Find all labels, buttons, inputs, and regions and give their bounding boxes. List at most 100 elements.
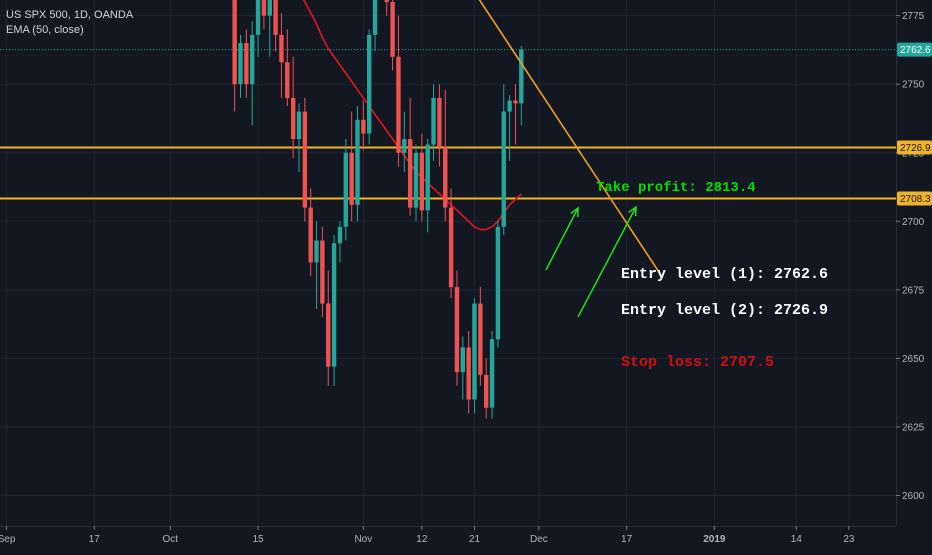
candle-bull (495, 226, 501, 340)
arrow-entry-1-head (570, 206, 579, 218)
candle-bear (454, 287, 460, 373)
candle-bear (484, 374, 489, 408)
candle-bear (513, 100, 518, 104)
entry-level-1-label: Entry level (1): 2762.6 (621, 266, 828, 283)
horizontal-levels (0, 49, 896, 200)
candle-bear (396, 56, 401, 153)
time-tick-label: 2019 (703, 534, 726, 545)
candle-bear (320, 240, 325, 304)
time-tick-label: 14 (791, 534, 803, 545)
candle-bull (267, 0, 272, 16)
candle-bull (372, 0, 378, 35)
arrow-entry-2-head (628, 205, 637, 217)
candle-bear (407, 139, 413, 208)
candle-bull (337, 226, 343, 244)
candle-bull (314, 240, 319, 263)
time-tick-label: 17 (89, 534, 101, 545)
candle-bull (343, 152, 348, 227)
time-tick-label: Nov (354, 534, 372, 545)
price-tag-box (897, 191, 932, 206)
candle-bull (519, 49, 524, 104)
candle-bull (331, 243, 337, 367)
price-tick-label: 2625 (902, 422, 925, 433)
time-tick-label: 17 (621, 534, 633, 545)
price-tag-box (897, 140, 932, 155)
candle-bear (302, 111, 308, 208)
chart-legend: US SPX 500, 1D, OANDA EMA (50, close) (6, 8, 133, 38)
candle-bull (425, 144, 430, 211)
candle-bull (431, 97, 436, 145)
candle-bear (384, 0, 389, 2)
time-axis: Sep 17 Oct 15 Nov 12 21 Dec 17 2019 14 23 (0, 526, 932, 550)
candle-bear (232, 0, 237, 85)
candle-bear (308, 207, 313, 263)
candle-bear (361, 119, 366, 134)
price-tick-label: 2700 (902, 217, 925, 228)
time-tick-label: 21 (469, 534, 481, 545)
annotations: Take profit: 2813.4 Entry level (1): 276… (596, 180, 828, 371)
drawings (478, 0, 663, 318)
ema-line (302, 0, 522, 231)
price-tag-label: 2762.6 (900, 45, 931, 56)
time-tick-label: 15 (252, 534, 264, 545)
time-tick-label: Sep (0, 534, 16, 545)
candle-bear (326, 303, 331, 367)
candle-bear (419, 152, 425, 211)
indicator-title: EMA (50, close) (6, 24, 84, 36)
price-tick-label: 2775 (902, 11, 925, 22)
candle-bull (489, 339, 495, 408)
price-tag-box (897, 42, 932, 57)
price-tag-label: 2708.3 (900, 194, 931, 205)
candle-bull (238, 43, 243, 85)
candle-bear (290, 97, 296, 140)
price-tag-label: 2726.9 (900, 143, 931, 154)
candle-bear (285, 62, 290, 98)
time-tick-label: Oct (163, 534, 179, 545)
candle-bull (250, 34, 255, 85)
price-tick-label: 2675 (902, 285, 925, 296)
arrow-entry-1 (545, 207, 579, 271)
candle-bull (367, 34, 372, 134)
candles (232, 0, 524, 419)
price-axis: 2600262526502675270027252750277528002825… (896, 0, 932, 550)
time-tick-label: 23 (843, 534, 855, 545)
candle-bull (255, 0, 261, 35)
candle-bear (279, 34, 284, 63)
candle-bull (413, 152, 419, 208)
time-tick-label: Dec (530, 534, 548, 545)
candle-bull (501, 111, 506, 227)
time-tick-label: 12 (416, 534, 428, 545)
candle-bear (466, 347, 471, 400)
candle-bear (478, 303, 483, 375)
candle-bear (261, 0, 267, 16)
candle-bull (355, 119, 360, 205)
price-axis-bg (896, 0, 932, 550)
candle-bear (273, 0, 278, 35)
candle-bear (448, 207, 454, 288)
stop-loss-label: Stop loss: 2707.5 (621, 354, 774, 371)
candle-bear (390, 1, 395, 57)
time-axis-bg (0, 526, 932, 550)
price-tick-label: 2750 (902, 80, 925, 91)
candle-bull (402, 139, 407, 153)
candle-bull (472, 303, 477, 400)
entry-level-2-label: Entry level (2): 2726.9 (621, 302, 828, 319)
take-profit-label: Take profit: 2813.4 (596, 180, 756, 196)
arrow-entry-2 (577, 206, 637, 318)
ema-layer (302, 0, 522, 231)
candle-bear (349, 152, 354, 205)
price-tick-label: 2650 (902, 354, 925, 365)
candle-bull (296, 111, 302, 140)
candle-bear (244, 43, 249, 85)
candle-bull (460, 347, 465, 373)
price-tick-label: 2600 (902, 491, 925, 502)
symbol-title: US SPX 500, 1D, OANDA (6, 9, 134, 21)
candle-bear (443, 147, 448, 208)
candle-bear (437, 97, 442, 148)
trendline (478, 0, 663, 277)
